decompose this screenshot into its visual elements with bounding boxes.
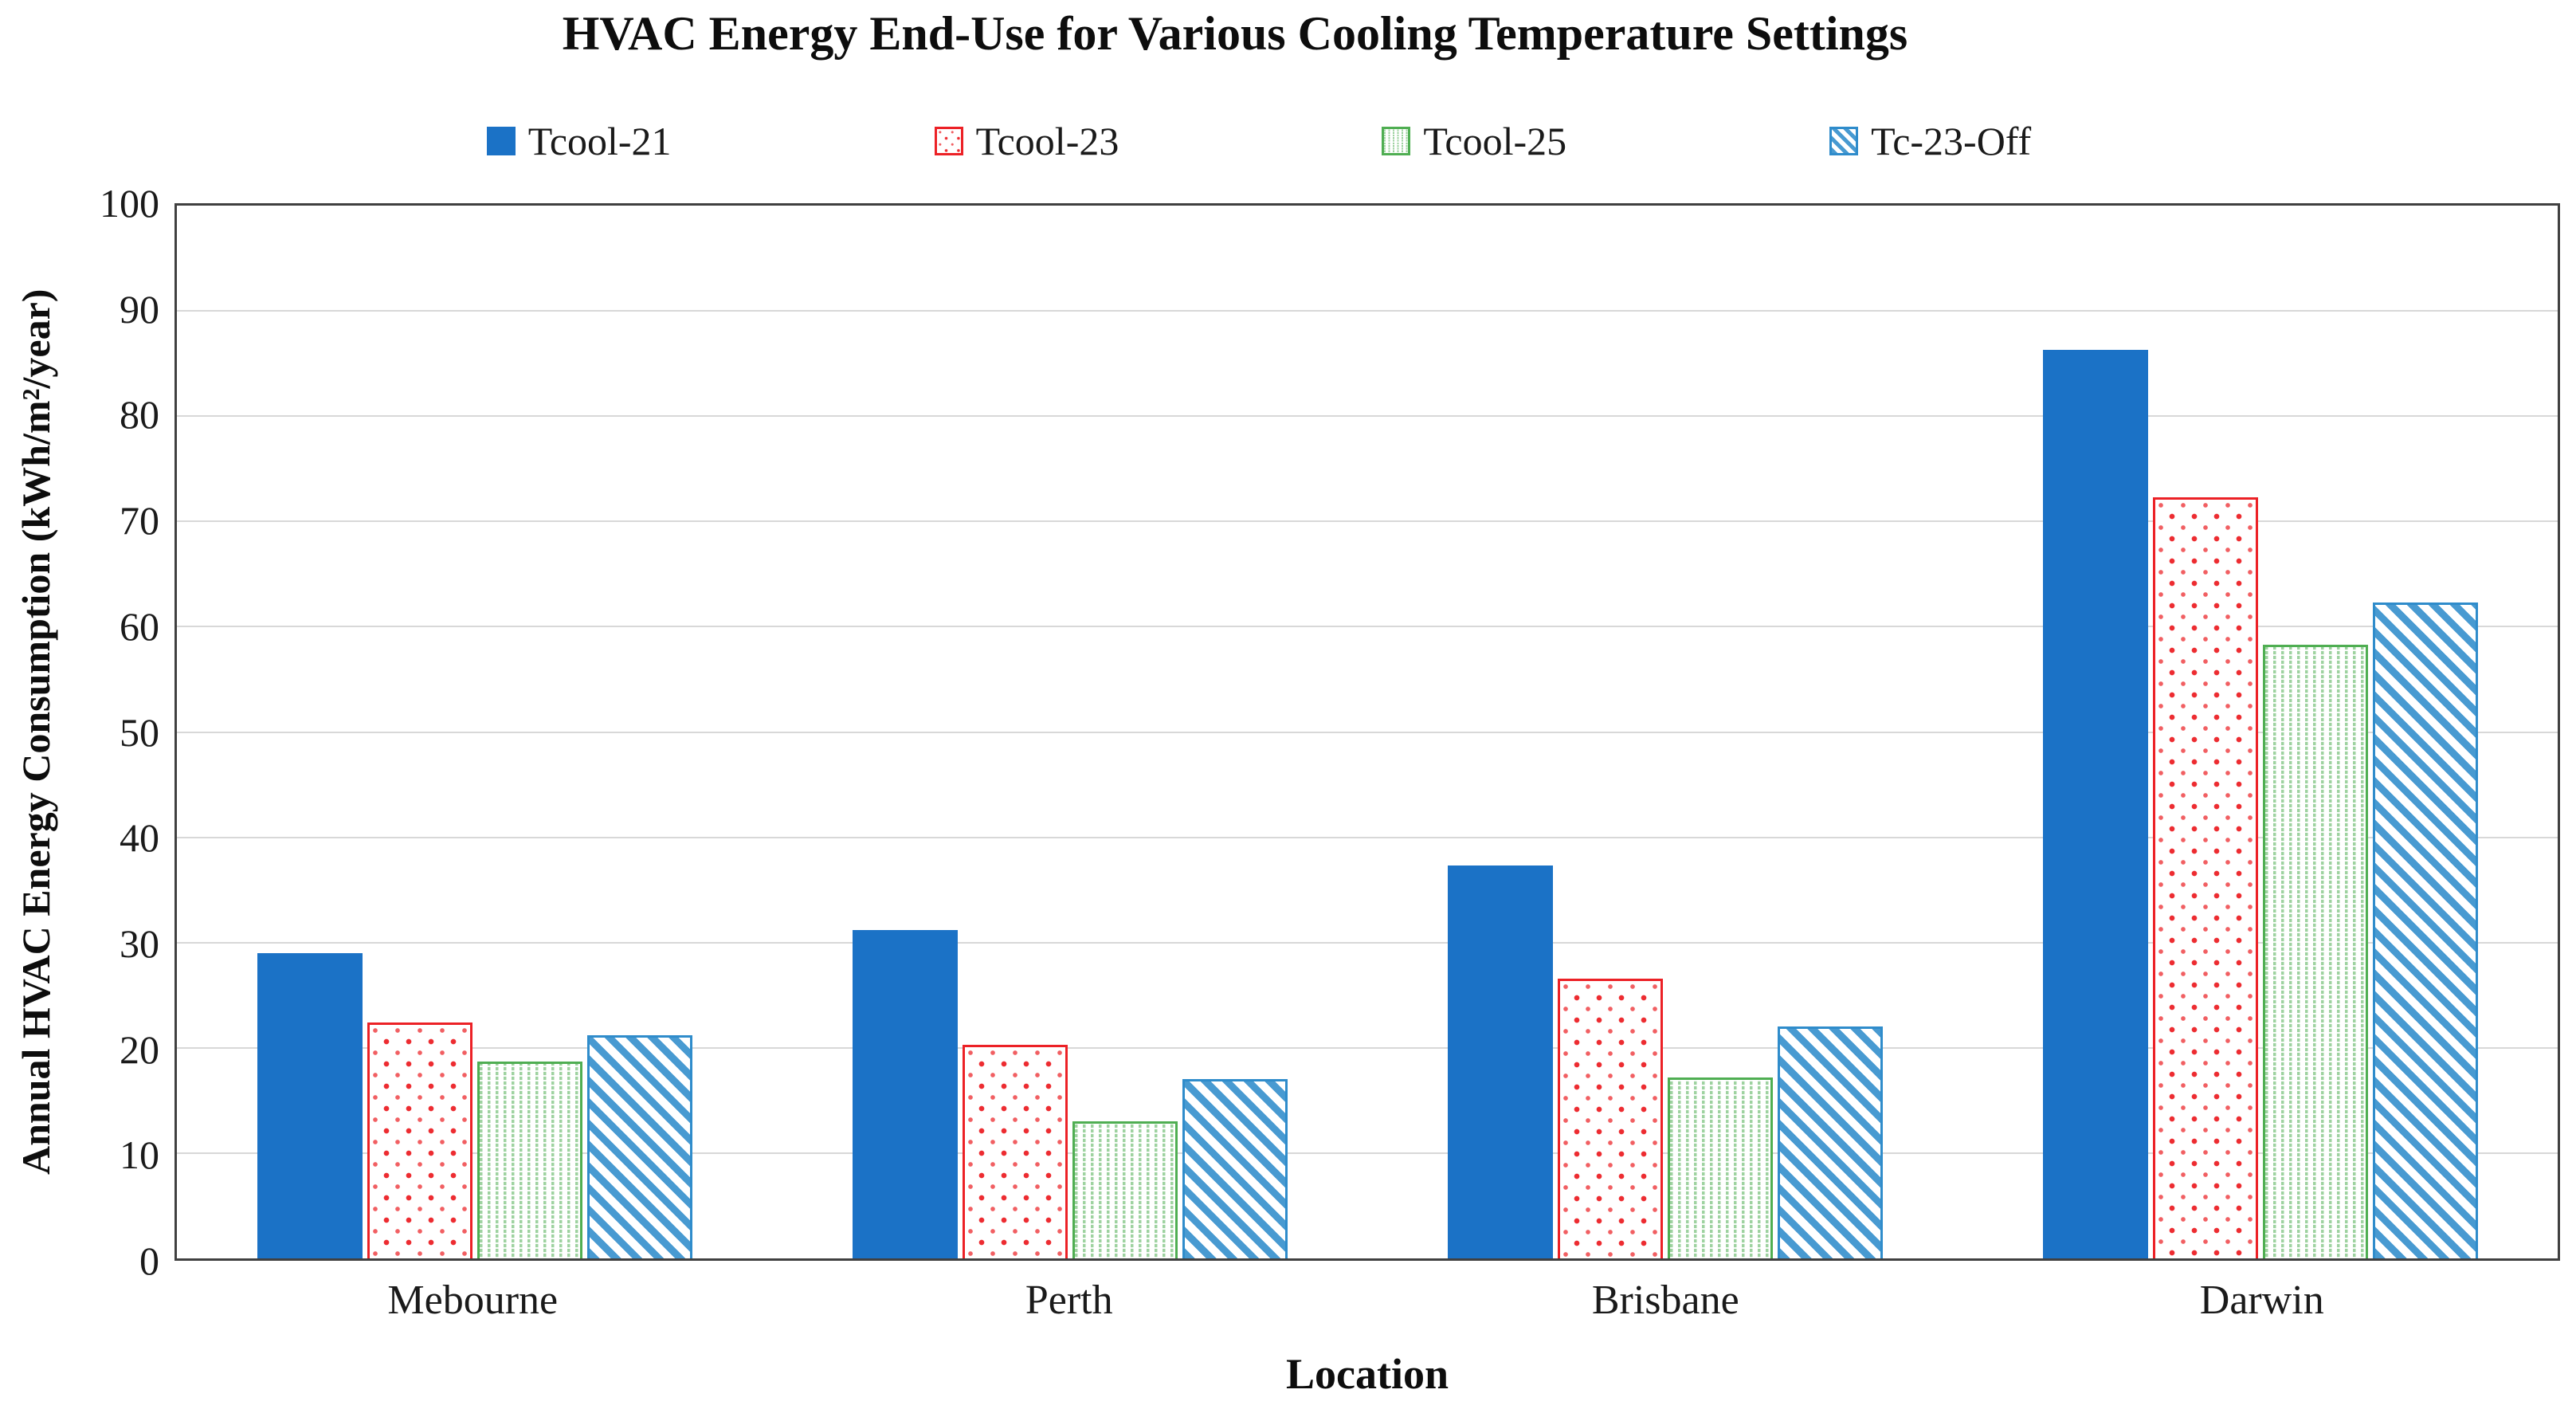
bar-mebourne-tcool-23 (367, 1022, 472, 1258)
bar-darwin-tcool-21 (2042, 349, 2148, 1258)
bar-brisbane-tc-23-off (1777, 1026, 1883, 1258)
y-tick-100: 100 (100, 181, 159, 226)
x-tick-perth: Perth (1025, 1278, 1113, 1323)
legend-swatch-solid (486, 127, 516, 155)
bar-perth-tcool-23 (962, 1044, 1068, 1258)
bar-group-mebourne (177, 206, 772, 1258)
bar-brisbane-tcool-25 (1667, 1077, 1773, 1258)
bar-brisbane-tcool-23 (1557, 978, 1663, 1258)
bar-brisbane-tcool-21 (1447, 865, 1553, 1258)
y-tick-90: 90 (120, 286, 159, 332)
legend: Tcool-21 Tcool-23 Tcool-25 Tc-23-Off (0, 118, 2518, 164)
y-tick-40: 40 (120, 815, 159, 861)
y-axis-tick-labels: 0 10 20 30 40 50 60 70 80 90 100 (0, 183, 159, 1281)
plot-area (174, 203, 2560, 1261)
chart-title: HVAC Energy End-Use for Various Cooling … (562, 7, 1908, 60)
legend-item-tc-23-off: Tc-23-Off (1829, 118, 2031, 164)
x-tick-mebourne: Mebourne (387, 1278, 559, 1323)
legend-label: Tcool-23 (975, 119, 1119, 163)
bar-perth-tcool-21 (852, 929, 958, 1258)
legend-item-tcool-21: Tcool-21 (486, 118, 672, 164)
bar-darwin-tcool-25 (2262, 644, 2368, 1258)
x-tick-darwin: Darwin (2199, 1278, 2324, 1323)
y-tick-70: 70 (120, 498, 159, 544)
y-tick-60: 60 (120, 603, 159, 649)
y-tick-50: 50 (120, 709, 159, 755)
legend-label: Tcool-25 (1423, 119, 1567, 163)
legend-label: Tc-23-Off (1871, 119, 2032, 163)
y-tick-0: 0 (139, 1238, 159, 1283)
y-tick-30: 30 (120, 920, 159, 966)
y-tick-20: 20 (120, 1026, 159, 1072)
legend-swatch-vlines (1382, 127, 1411, 155)
gridline-60 (177, 626, 2558, 628)
legend-item-tcool-25: Tcool-25 (1382, 118, 1566, 164)
y-tick-80: 80 (120, 392, 159, 438)
y-tick-10: 10 (120, 1132, 159, 1178)
legend-label: Tcool-21 (527, 119, 672, 163)
bar-darwin-tcool-23 (2152, 497, 2258, 1258)
bar-mebourne-tcool-21 (257, 952, 363, 1258)
bar-group-darwin (1962, 206, 2558, 1258)
bar-darwin-tc-23-off (2372, 602, 2478, 1258)
bar-perth-tcool-25 (1072, 1121, 1178, 1258)
legend-item-tcool-23: Tcool-23 (934, 118, 1119, 164)
x-tick-brisbane: Brisbane (1591, 1278, 1739, 1323)
gridline-70 (177, 520, 2558, 523)
gridline-40 (177, 836, 2558, 838)
gridline-90 (177, 310, 2558, 312)
legend-swatch-dots (934, 127, 963, 155)
bar-mebourne-tc-23-off (586, 1034, 692, 1258)
bar-perth-tc-23-off (1182, 1079, 1288, 1258)
gridline-50 (177, 731, 2558, 733)
bar-group-perth (772, 206, 1367, 1258)
x-axis-tick-labels: Mebourne Perth Brisbane Darwin (174, 1277, 2560, 1326)
bar-group-brisbane (1367, 206, 1962, 1258)
bar-mebourne-tcool-25 (476, 1061, 582, 1258)
gridline-20 (177, 1046, 2558, 1049)
gridline-80 (177, 415, 2558, 418)
gridline-10 (177, 1152, 2558, 1154)
x-axis-title: Location (1285, 1350, 1449, 1398)
legend-swatch-diagonal (1829, 127, 1859, 155)
gridline-30 (177, 941, 2558, 944)
